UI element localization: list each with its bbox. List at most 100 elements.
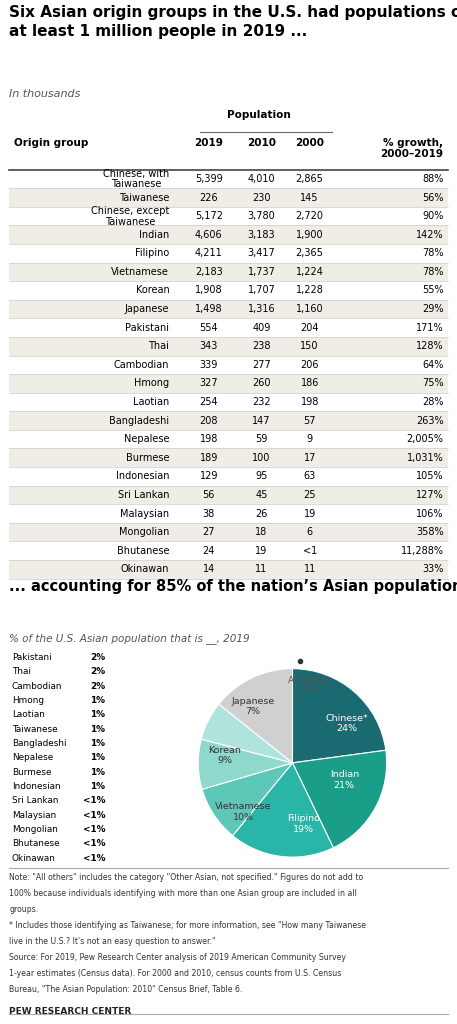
Text: 226: 226 bbox=[199, 193, 218, 203]
Text: Chinese, with
Taiwanese: Chinese, with Taiwanese bbox=[103, 169, 169, 189]
Text: Burmese: Burmese bbox=[12, 768, 51, 776]
Text: <1%: <1% bbox=[83, 854, 105, 862]
Text: groups.: groups. bbox=[9, 905, 38, 914]
Text: 18: 18 bbox=[255, 527, 267, 538]
Text: 64%: 64% bbox=[422, 359, 443, 370]
Text: Filipino
19%: Filipino 19% bbox=[287, 814, 320, 834]
Text: 208: 208 bbox=[200, 416, 218, 426]
Bar bbox=[9, 412, 448, 430]
Text: 1,228: 1,228 bbox=[296, 286, 324, 296]
Text: 2%: 2% bbox=[90, 682, 105, 690]
Text: 1-year estimates (Census data). For 2000 and 2010, census counts from U.S. Censu: 1-year estimates (Census data). For 2000… bbox=[9, 969, 341, 978]
Text: 1,316: 1,316 bbox=[248, 304, 275, 314]
Text: 25: 25 bbox=[303, 489, 316, 500]
Text: 14: 14 bbox=[202, 564, 215, 574]
Bar bbox=[9, 337, 448, 355]
Text: 4,010: 4,010 bbox=[248, 174, 275, 184]
Bar bbox=[9, 449, 448, 467]
Text: Chinese, except
Taiwanese: Chinese, except Taiwanese bbox=[91, 206, 169, 226]
Text: 327: 327 bbox=[199, 379, 218, 388]
Text: Thai: Thai bbox=[149, 341, 169, 351]
Text: Malaysian: Malaysian bbox=[120, 509, 169, 518]
Text: All others
15%: All others 15% bbox=[288, 676, 331, 695]
Text: Indonesian: Indonesian bbox=[116, 471, 169, 481]
Text: Japanese: Japanese bbox=[125, 304, 169, 314]
Text: 2,865: 2,865 bbox=[296, 174, 324, 184]
Text: 198: 198 bbox=[300, 397, 319, 407]
Text: 45: 45 bbox=[255, 489, 268, 500]
Bar bbox=[9, 374, 448, 393]
Text: 1,498: 1,498 bbox=[195, 304, 223, 314]
Text: Vietnamese: Vietnamese bbox=[112, 267, 169, 276]
Text: 2000: 2000 bbox=[295, 138, 324, 148]
Text: 95: 95 bbox=[255, 471, 268, 481]
Text: Sri Lankan: Sri Lankan bbox=[12, 797, 58, 805]
Text: 1%: 1% bbox=[90, 696, 105, 705]
Text: 1%: 1% bbox=[90, 768, 105, 776]
Text: 339: 339 bbox=[200, 359, 218, 370]
Text: 206: 206 bbox=[300, 359, 319, 370]
Text: 105%: 105% bbox=[416, 471, 443, 481]
Text: 150: 150 bbox=[300, 341, 319, 351]
Text: 147: 147 bbox=[252, 416, 271, 426]
Text: Bangladeshi: Bangladeshi bbox=[109, 416, 169, 426]
Text: Cambodian: Cambodian bbox=[114, 359, 169, 370]
Text: 55%: 55% bbox=[422, 286, 443, 296]
Text: 4,606: 4,606 bbox=[195, 229, 223, 240]
Text: Bhutanese: Bhutanese bbox=[12, 840, 59, 848]
Bar bbox=[9, 560, 448, 579]
Text: 204: 204 bbox=[300, 323, 319, 333]
Text: 57: 57 bbox=[303, 416, 316, 426]
Text: Korean: Korean bbox=[136, 286, 169, 296]
Text: % growth,
2000–2019: % growth, 2000–2019 bbox=[381, 138, 443, 159]
Text: 24: 24 bbox=[202, 546, 215, 556]
Text: Cambodian: Cambodian bbox=[12, 682, 63, 690]
Text: 1,160: 1,160 bbox=[296, 304, 324, 314]
Text: 38: 38 bbox=[202, 509, 215, 518]
Text: 29%: 29% bbox=[422, 304, 443, 314]
Text: 2,365: 2,365 bbox=[296, 249, 324, 258]
Text: Source: For 2019, Pew Research Center analysis of 2019 American Community Survey: Source: For 2019, Pew Research Center an… bbox=[9, 953, 346, 962]
Text: Japanese
7%: Japanese 7% bbox=[231, 696, 275, 716]
Text: 11: 11 bbox=[303, 564, 316, 574]
Text: 17: 17 bbox=[303, 453, 316, 463]
Text: 3,780: 3,780 bbox=[248, 211, 275, 221]
Text: 56%: 56% bbox=[422, 193, 443, 203]
Text: <1%: <1% bbox=[83, 840, 105, 848]
Text: 2,005%: 2,005% bbox=[406, 434, 443, 444]
Text: <1%: <1% bbox=[83, 825, 105, 834]
Text: 78%: 78% bbox=[422, 249, 443, 258]
Text: Hmong: Hmong bbox=[134, 379, 169, 388]
Text: 26: 26 bbox=[255, 509, 268, 518]
Text: 1,031%: 1,031% bbox=[407, 453, 443, 463]
Text: 2%: 2% bbox=[90, 668, 105, 676]
Text: Filipino: Filipino bbox=[135, 249, 169, 258]
Text: Mongolian: Mongolian bbox=[119, 527, 169, 538]
Text: Origin group: Origin group bbox=[14, 138, 88, 148]
Bar bbox=[9, 300, 448, 318]
Wedge shape bbox=[292, 669, 386, 763]
Text: 2010: 2010 bbox=[247, 138, 276, 148]
Text: 1,900: 1,900 bbox=[296, 229, 324, 240]
Bar bbox=[9, 523, 448, 542]
Text: Korean
9%: Korean 9% bbox=[208, 745, 241, 765]
Text: Laotian: Laotian bbox=[133, 397, 169, 407]
Text: PEW RESEARCH CENTER: PEW RESEARCH CENTER bbox=[9, 1008, 132, 1016]
Text: 2,183: 2,183 bbox=[195, 267, 223, 276]
Wedge shape bbox=[202, 763, 292, 836]
Text: 5,172: 5,172 bbox=[195, 211, 223, 221]
Text: Burmese: Burmese bbox=[126, 453, 169, 463]
Text: Chinese*
24%: Chinese* 24% bbox=[326, 714, 368, 733]
Text: 100: 100 bbox=[252, 453, 271, 463]
Text: Okinawan: Okinawan bbox=[121, 564, 169, 574]
Text: 230: 230 bbox=[252, 193, 271, 203]
Wedge shape bbox=[292, 751, 387, 848]
Text: Pakistani: Pakistani bbox=[12, 653, 52, 662]
Text: 1%: 1% bbox=[90, 739, 105, 748]
Text: 2,720: 2,720 bbox=[296, 211, 324, 221]
Text: 1%: 1% bbox=[90, 754, 105, 762]
Text: <1%: <1% bbox=[83, 797, 105, 805]
Text: 232: 232 bbox=[252, 397, 271, 407]
Text: 1,908: 1,908 bbox=[195, 286, 223, 296]
Wedge shape bbox=[219, 669, 292, 763]
